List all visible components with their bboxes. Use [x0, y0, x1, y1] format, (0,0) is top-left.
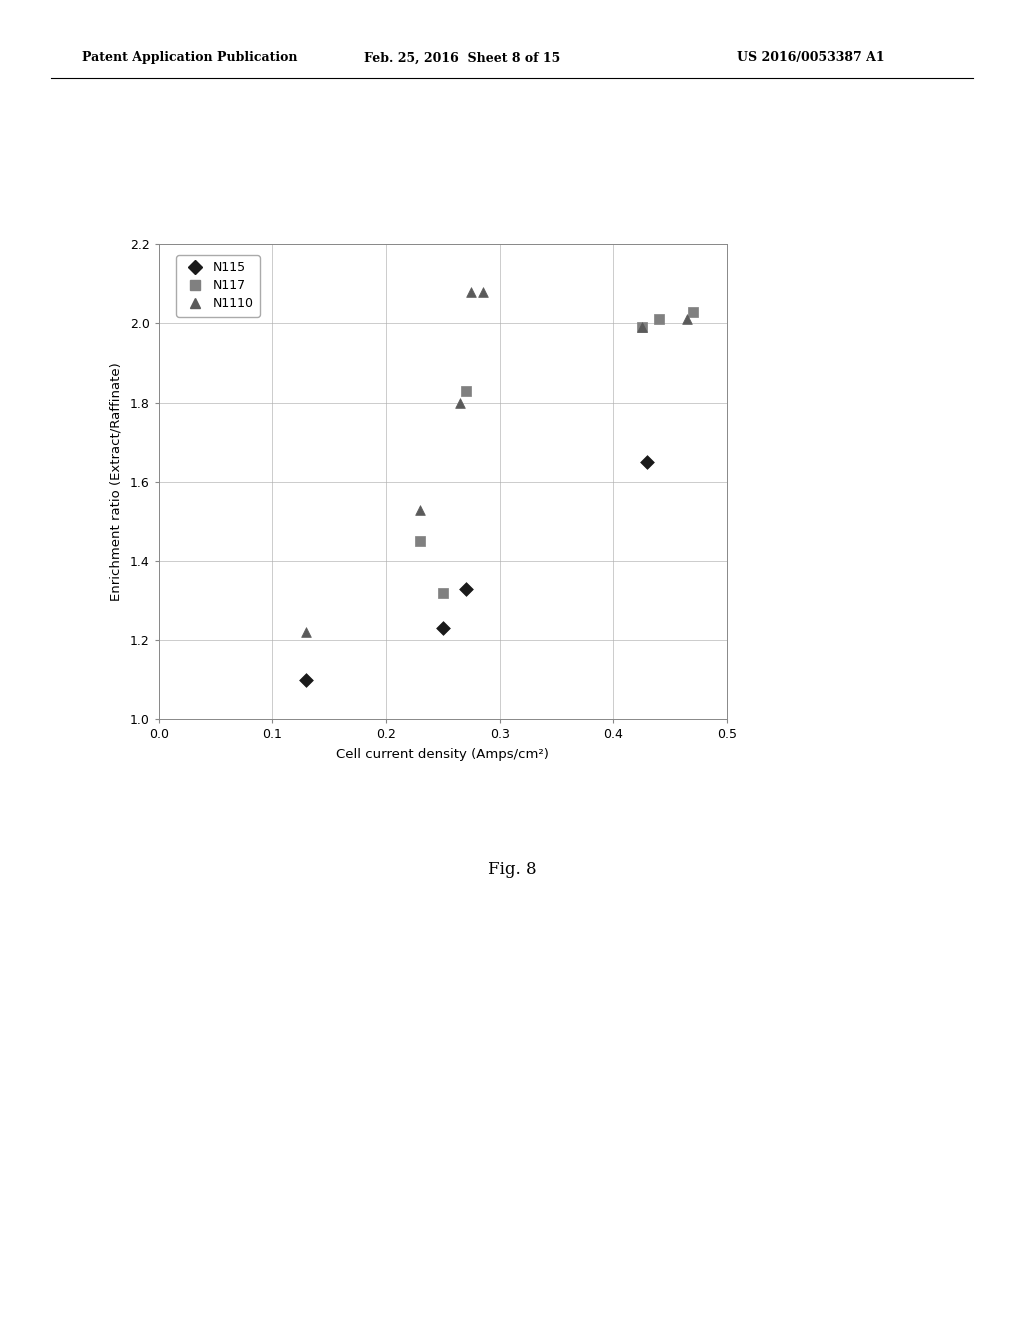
N115 — [434, 618, 451, 639]
N117 — [458, 380, 474, 401]
N117 — [412, 531, 428, 552]
Legend: N115, N117, N1110: N115, N117, N1110 — [176, 255, 260, 317]
Text: US 2016/0053387 A1: US 2016/0053387 A1 — [737, 51, 885, 65]
N1110 — [474, 281, 490, 302]
Text: Fig. 8: Fig. 8 — [487, 862, 537, 879]
N117 — [650, 309, 667, 330]
N1110 — [679, 309, 695, 330]
N1110 — [463, 281, 479, 302]
N117 — [434, 582, 451, 603]
N115 — [458, 578, 474, 599]
Y-axis label: Enrichment ratio (Extract/Raffinate): Enrichment ratio (Extract/Raffinate) — [110, 363, 123, 601]
N115 — [298, 669, 314, 690]
Text: Patent Application Publication: Patent Application Publication — [82, 51, 297, 65]
N117 — [685, 301, 701, 322]
N1110 — [634, 317, 650, 338]
Text: Feb. 25, 2016  Sheet 8 of 15: Feb. 25, 2016 Sheet 8 of 15 — [364, 51, 560, 65]
N1110 — [452, 392, 468, 413]
N1110 — [412, 499, 428, 520]
N115 — [639, 451, 655, 473]
N1110 — [298, 622, 314, 643]
N117 — [634, 317, 650, 338]
X-axis label: Cell current density (Amps/cm²): Cell current density (Amps/cm²) — [337, 748, 549, 762]
